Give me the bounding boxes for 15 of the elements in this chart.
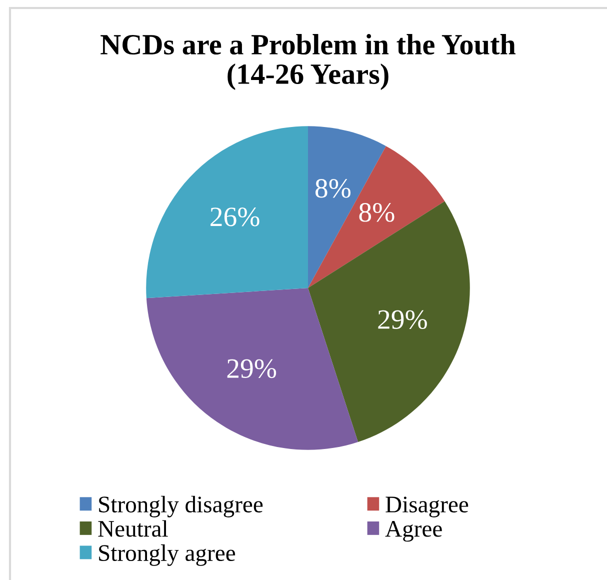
data-label: 8%	[359, 203, 394, 222]
data-label: 8%	[316, 178, 351, 198]
pie-slice	[308, 201, 470, 442]
legend-label: Disagree	[386, 496, 468, 518]
data-label: 26%	[210, 207, 260, 226]
data-label: 29%	[378, 310, 427, 330]
pie-slice	[308, 146, 445, 288]
legend-label: Strongly agree	[99, 544, 236, 566]
pie-slice	[146, 288, 358, 450]
legend-label: Neutral	[98, 520, 168, 537]
data-label: 29%	[227, 359, 276, 378]
legend-label: Agree	[385, 520, 442, 542]
legend-label: Strongly disagree	[99, 496, 263, 518]
pie-slice	[146, 126, 308, 298]
chart-title: NCDs are a Problem in the Youth (14-26 Years)	[100, 34, 516, 90]
